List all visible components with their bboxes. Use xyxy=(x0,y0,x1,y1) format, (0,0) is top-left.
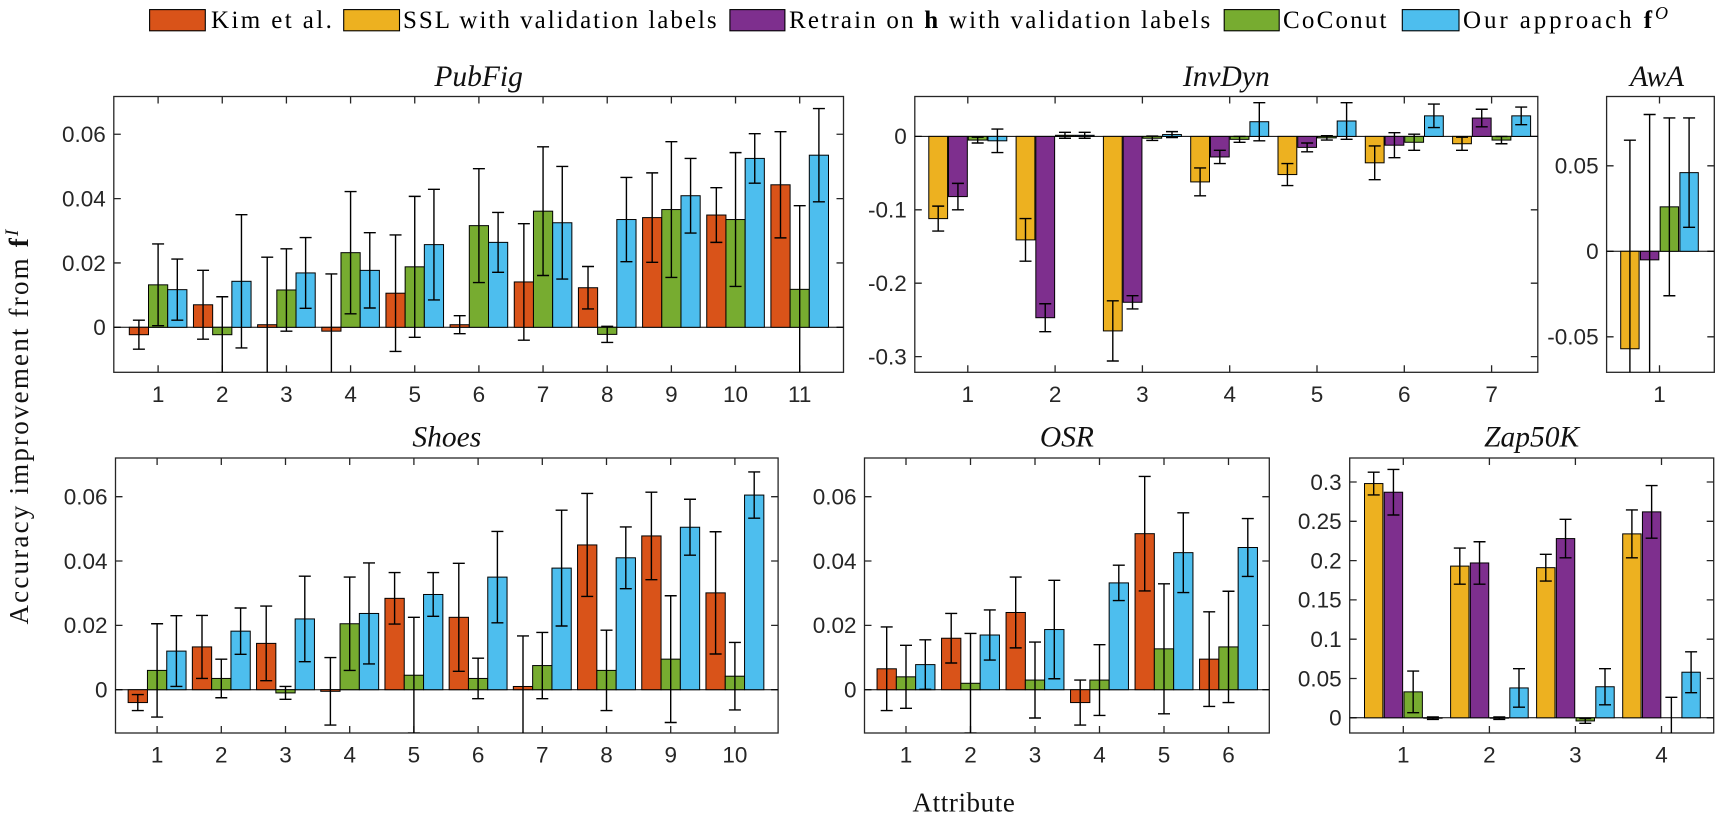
svg-text:1: 1 xyxy=(962,382,975,407)
svg-text:0.06: 0.06 xyxy=(64,484,108,509)
svg-text:AwA: AwA xyxy=(1628,61,1685,93)
svg-text:3: 3 xyxy=(280,382,293,407)
svg-text:-0.1: -0.1 xyxy=(868,198,907,223)
svg-text:InvDyn: InvDyn xyxy=(1182,61,1270,93)
svg-text:0.25: 0.25 xyxy=(1298,509,1342,534)
svg-text:Accuracy improvement from fI: Accuracy improvement from fI xyxy=(2,227,34,624)
svg-text:4: 4 xyxy=(343,743,356,768)
svg-text:Shoes: Shoes xyxy=(412,422,481,454)
svg-text:10: 10 xyxy=(722,743,747,768)
svg-text:6: 6 xyxy=(473,382,486,407)
svg-text:0.06: 0.06 xyxy=(62,122,106,147)
svg-text:1: 1 xyxy=(152,382,165,407)
svg-text:0.04: 0.04 xyxy=(64,549,108,574)
svg-text:5: 5 xyxy=(408,743,421,768)
svg-text:4: 4 xyxy=(1655,743,1668,768)
svg-text:0.15: 0.15 xyxy=(1298,588,1342,613)
svg-text:5: 5 xyxy=(408,382,421,407)
svg-text:0: 0 xyxy=(894,124,907,149)
svg-text:-0.3: -0.3 xyxy=(868,344,907,369)
svg-text:2: 2 xyxy=(1483,743,1496,768)
svg-text:0: 0 xyxy=(844,678,857,703)
svg-text:0.05: 0.05 xyxy=(1298,666,1342,691)
svg-text:8: 8 xyxy=(600,743,613,768)
svg-text:0: 0 xyxy=(1586,239,1599,264)
svg-text:0.02: 0.02 xyxy=(64,613,108,638)
svg-text:5: 5 xyxy=(1311,382,1324,407)
svg-text:0.05: 0.05 xyxy=(1555,154,1599,179)
svg-text:0.1: 0.1 xyxy=(1310,627,1341,652)
svg-text:7: 7 xyxy=(1485,382,1498,407)
svg-text:OSR: OSR xyxy=(1040,422,1094,454)
svg-text:2: 2 xyxy=(215,743,228,768)
svg-text:2: 2 xyxy=(964,743,977,768)
svg-text:0.04: 0.04 xyxy=(813,549,857,574)
svg-text:6: 6 xyxy=(1222,743,1235,768)
svg-text:8: 8 xyxy=(601,382,614,407)
svg-text:6: 6 xyxy=(472,743,485,768)
svg-text:-0.2: -0.2 xyxy=(868,271,907,296)
svg-text:0.3: 0.3 xyxy=(1310,470,1341,495)
svg-text:0: 0 xyxy=(95,678,108,703)
svg-text:CoConut: CoConut xyxy=(1283,7,1389,34)
svg-text:6: 6 xyxy=(1398,382,1411,407)
svg-text:9: 9 xyxy=(664,743,677,768)
svg-text:SSL with validation labels: SSL with validation labels xyxy=(403,7,719,34)
svg-text:3: 3 xyxy=(1029,743,1042,768)
svg-text:0.02: 0.02 xyxy=(62,251,106,276)
svg-text:3: 3 xyxy=(279,743,292,768)
svg-text:7: 7 xyxy=(536,743,549,768)
svg-text:9: 9 xyxy=(665,382,678,407)
svg-text:0.2: 0.2 xyxy=(1310,548,1341,573)
svg-text:11: 11 xyxy=(788,382,811,407)
svg-text:1: 1 xyxy=(151,743,164,768)
svg-text:0.06: 0.06 xyxy=(813,484,857,509)
svg-text:4: 4 xyxy=(1223,382,1236,407)
svg-text:5: 5 xyxy=(1158,743,1171,768)
svg-text:0: 0 xyxy=(93,315,106,340)
svg-text:Kim et al.: Kim et al. xyxy=(211,7,334,34)
svg-text:7: 7 xyxy=(537,382,550,407)
svg-text:Attribute: Attribute xyxy=(913,788,1016,814)
svg-text:PubFig: PubFig xyxy=(433,61,523,93)
svg-text:4: 4 xyxy=(1093,743,1106,768)
svg-text:10: 10 xyxy=(723,382,748,407)
svg-text:-0.05: -0.05 xyxy=(1547,325,1598,350)
svg-text:4: 4 xyxy=(344,382,357,407)
svg-text:0: 0 xyxy=(1329,706,1342,731)
svg-text:0.02: 0.02 xyxy=(813,613,857,638)
svg-text:3: 3 xyxy=(1569,743,1582,768)
svg-text:2: 2 xyxy=(1049,382,1062,407)
svg-text:0.04: 0.04 xyxy=(62,186,106,211)
svg-text:1: 1 xyxy=(1653,382,1666,407)
svg-text:2: 2 xyxy=(216,382,229,407)
svg-text:Zap50K: Zap50K xyxy=(1484,422,1580,454)
svg-text:Retrain on h with validation l: Retrain on h with validation labels xyxy=(789,7,1213,34)
svg-text:1: 1 xyxy=(900,743,913,768)
svg-text:Our approach fO: Our approach fO xyxy=(1463,3,1671,34)
svg-text:1: 1 xyxy=(1397,743,1410,768)
svg-text:3: 3 xyxy=(1136,382,1149,407)
